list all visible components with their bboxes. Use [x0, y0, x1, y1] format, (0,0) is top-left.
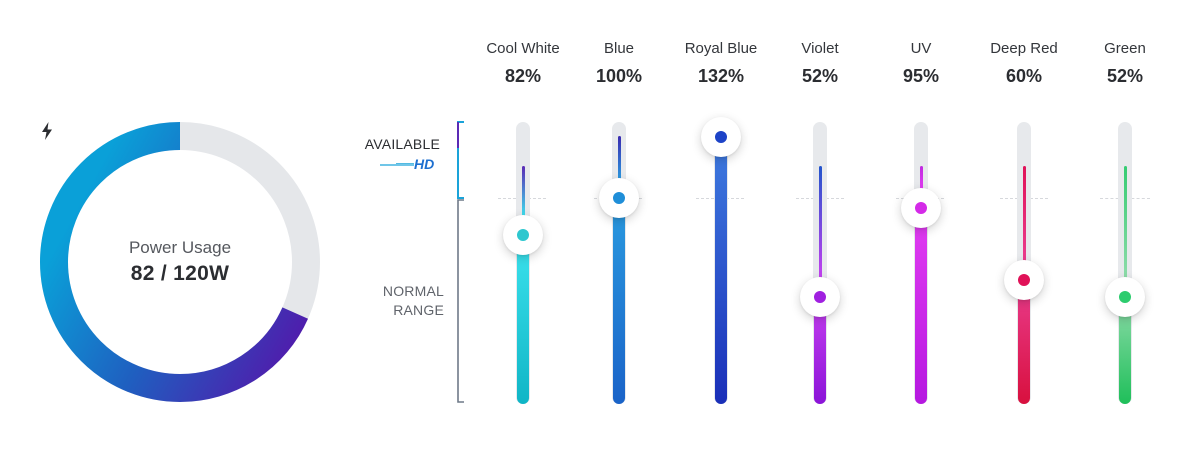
channel-name: UV	[910, 40, 932, 57]
slider-fill	[814, 296, 826, 404]
channel-percent: 52%	[1106, 66, 1144, 86]
slider-fill	[915, 208, 927, 404]
slider-handle[interactable]	[503, 215, 543, 256]
slider-handle-dot	[613, 192, 625, 204]
slider-handle-dot	[715, 131, 727, 144]
power-usage-ring	[40, 122, 320, 402]
power-usage-gauge: Power Usage 82 / 120W	[40, 122, 320, 402]
power-usage-ring-fill	[40, 122, 320, 402]
channel-royal-blue: Royal Blue 132%	[666, 0, 776, 474]
slider-handle-dot	[517, 229, 529, 242]
channel-cool-white: Cool White 82%	[468, 0, 578, 474]
slider-indicator-line	[1124, 166, 1127, 279]
slider-indicator-line	[819, 166, 822, 279]
slider-handle-dot	[814, 290, 826, 303]
slider-indicator-line	[920, 166, 923, 191]
normal-range-label: NORMAL RANGE	[383, 282, 444, 320]
slider-handle-dot	[915, 202, 927, 215]
channel-green: Green 52%	[1070, 0, 1180, 474]
power-usage-value: 82 / 120W	[130, 262, 230, 285]
channel-violet: Violet 52%	[765, 0, 875, 474]
slider-fill	[613, 198, 625, 404]
slider-handle[interactable]	[901, 188, 941, 229]
slider-indicator-line	[1023, 166, 1026, 263]
slider-handle[interactable]	[1004, 260, 1044, 301]
channel-name: Cool White	[486, 40, 560, 57]
channel-percent: 132%	[697, 66, 745, 86]
channel-name: Royal Blue	[684, 40, 758, 57]
channel-percent: 82%	[504, 66, 542, 86]
power-usage-center: Power Usage 82 / 120W	[40, 122, 320, 402]
hd-logo: HD	[380, 156, 434, 172]
channel-percent: 52%	[801, 66, 839, 86]
slider-fill	[715, 137, 727, 404]
channel-percent: 60%	[1005, 66, 1043, 86]
normal-range-label-line1: NORMAL	[382, 283, 444, 299]
slider-fill	[517, 235, 529, 404]
channel-name: Blue	[603, 40, 635, 57]
available-label: AVAILABLE	[364, 136, 440, 152]
channel-name: Green	[1104, 40, 1146, 57]
slider-indicator-line	[618, 136, 621, 180]
slider-indicator-line	[522, 166, 525, 218]
available-range-bracket	[457, 121, 464, 199]
normal-range-label-line2: RANGE	[393, 302, 444, 318]
slider-handle-dot	[1119, 290, 1131, 303]
hd-logo-text: HD	[414, 156, 434, 172]
slider-fill	[1119, 296, 1131, 404]
range-brackets	[457, 121, 464, 403]
power-usage-label: Power Usage	[128, 238, 232, 257]
channel-uv: UV 95%	[866, 0, 976, 474]
slider-handle[interactable]	[1105, 276, 1145, 317]
channel-percent: 100%	[595, 66, 643, 86]
lightning-bolt-icon	[42, 122, 52, 140]
channel-name: Violet	[801, 40, 839, 57]
range-legend: AVAILABLE HD NORMAL RANGE	[340, 118, 480, 408]
slider-handle[interactable]	[800, 276, 840, 317]
channel-blue: Blue 100%	[564, 0, 674, 474]
slider-fill	[1018, 280, 1030, 404]
channel-name: Deep Red	[990, 40, 1058, 57]
channel-deep-red: Deep Red 60%	[969, 0, 1079, 474]
slider-handle-dot	[1018, 274, 1030, 287]
channel-percent: 95%	[902, 66, 940, 86]
slider-handle[interactable]	[701, 117, 741, 158]
slider-handle[interactable]	[599, 178, 639, 218]
normal-range-bracket	[457, 199, 464, 403]
